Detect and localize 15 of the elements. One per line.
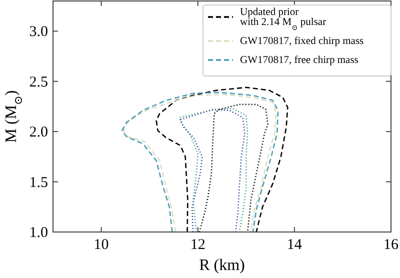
- y-tick-label: 2.5: [29, 74, 48, 90]
- y-tick-label: 3.0: [29, 24, 48, 40]
- y-tick-label: 1.5: [29, 174, 48, 191]
- line-series: [198, 104, 269, 233]
- legend-label: GW170817, free chirp mass: [240, 55, 358, 66]
- legend-label: GW170817, fixed chirp mass: [240, 36, 364, 47]
- legend-label: Updated prior with 2.14 M$_{⊙}$ pulsar: [240, 7, 327, 32]
- y-tick-label: 2.0: [29, 124, 48, 141]
- line-series: [156, 86, 288, 233]
- x-tick-label: 12: [190, 237, 206, 253]
- x-tick-label: 10: [94, 237, 109, 253]
- x-axis-title: R (km): [199, 257, 245, 274]
- y-tick-label: 1.0: [29, 225, 48, 241]
- x-tick-label: 14: [286, 237, 302, 253]
- x-tick-label: 16: [384, 237, 399, 253]
